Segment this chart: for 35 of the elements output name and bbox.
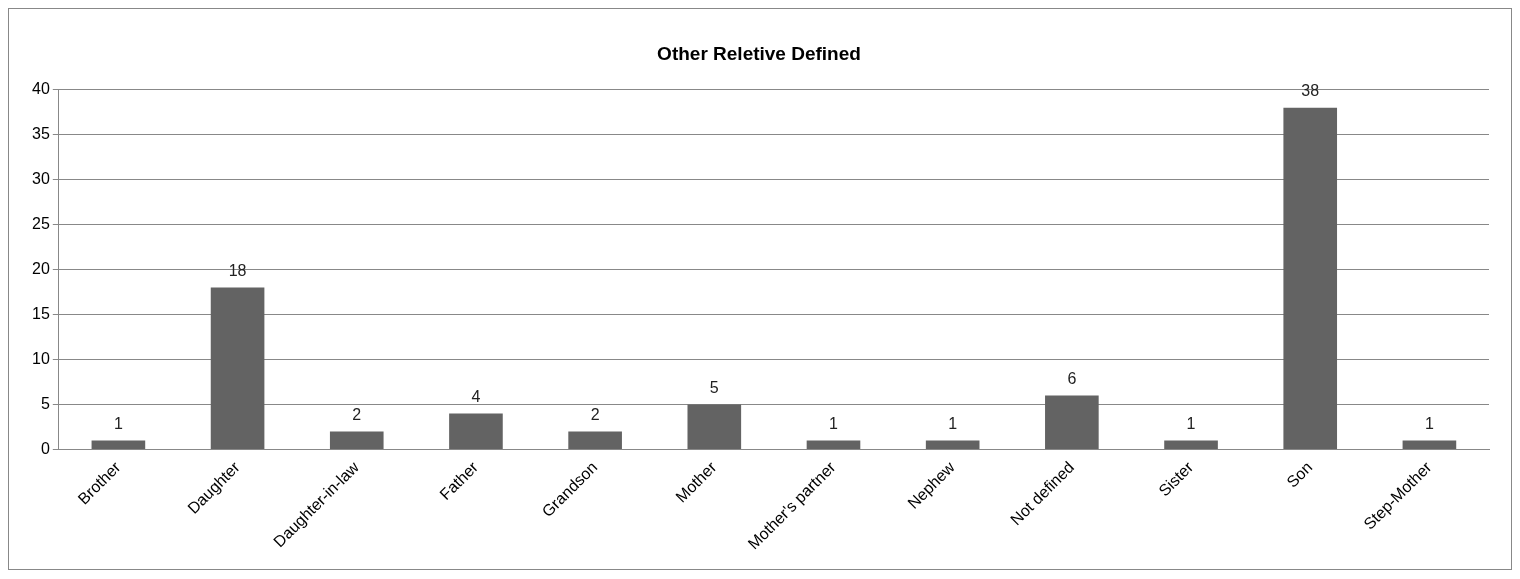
bar <box>925 440 980 449</box>
bar <box>210 287 265 449</box>
y-tick-label: 30 <box>32 170 50 188</box>
data-label: 4 <box>471 387 481 405</box>
bar <box>449 413 503 449</box>
data-label: 2 <box>590 405 600 423</box>
bar <box>1402 440 1457 449</box>
y-tick-label: 20 <box>32 260 50 278</box>
data-label: 18 <box>228 261 247 279</box>
data-label: 1 <box>1186 414 1196 432</box>
y-tick-label: 15 <box>32 304 50 322</box>
bar <box>687 404 742 449</box>
bar <box>568 431 622 449</box>
bar <box>91 440 146 449</box>
data-label: 1 <box>829 414 839 432</box>
bar <box>1283 107 1338 449</box>
data-label: 1 <box>1424 414 1434 432</box>
y-tick-label: 10 <box>32 349 50 367</box>
data-label: 1 <box>948 414 958 432</box>
data-label: 2 <box>352 405 362 423</box>
chart-title: Other Reletive Defined <box>657 42 861 64</box>
y-tick-label: 40 <box>32 80 50 98</box>
y-tick-label: 35 <box>32 125 50 143</box>
data-label: 38 <box>1301 82 1320 100</box>
y-tick-label: 25 <box>32 215 50 233</box>
x-tick-label: Son <box>1283 458 1316 491</box>
y-tick-label: 0 <box>40 439 50 457</box>
bar <box>1045 395 1099 449</box>
bar <box>329 431 384 449</box>
data-label: 6 <box>1067 369 1077 387</box>
data-label: 1 <box>113 414 123 432</box>
data-label: 5 <box>709 378 719 396</box>
y-tick-label: 5 <box>40 394 50 412</box>
bar <box>806 440 861 449</box>
bar <box>1164 440 1218 449</box>
